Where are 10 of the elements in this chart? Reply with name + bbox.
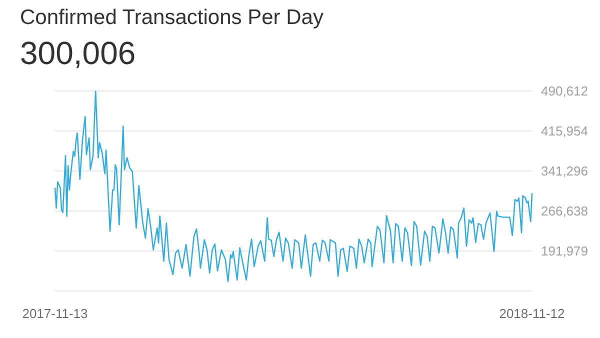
y-tick-label: 415,954: [541, 124, 588, 139]
y-tick-label: 341,296: [541, 164, 588, 179]
y-tick-label: 191,979: [541, 244, 588, 259]
y-tick-label: 490,612: [541, 84, 588, 99]
line-series: [54, 90, 533, 282]
chart-title: Confirmed Transactions Per Day: [20, 6, 324, 29]
x-tick-label: 2017-11-13: [22, 306, 88, 321]
x-tick-label: 2018-11-12: [499, 306, 565, 321]
y-tick-label: 266,638: [541, 204, 588, 219]
chart-subtitle: 300,006: [20, 35, 136, 71]
